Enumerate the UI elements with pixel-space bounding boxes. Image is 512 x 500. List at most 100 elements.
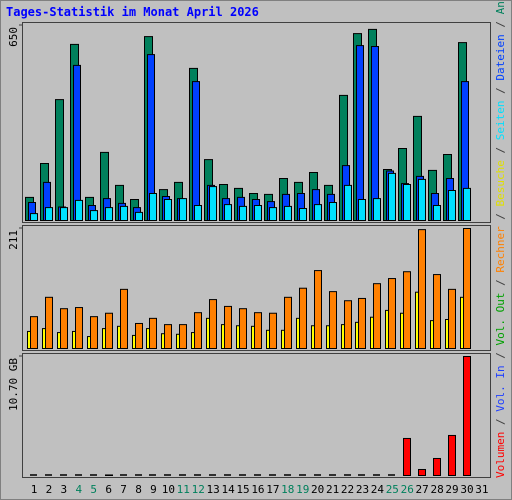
bar — [30, 316, 38, 350]
legend-separator: / — [494, 273, 507, 293]
legend-entry: Dateien — [494, 34, 507, 80]
bar — [463, 356, 471, 476]
x-tick-label: 15 — [236, 483, 249, 496]
bar — [73, 64, 81, 222]
bar — [358, 297, 366, 349]
x-tick-label: 1 — [31, 483, 38, 496]
x-tick-label: 21 — [326, 483, 339, 496]
legend-separator: / — [494, 412, 507, 432]
bar — [194, 205, 202, 221]
x-tick-label: 19 — [296, 483, 309, 496]
bar — [105, 474, 113, 477]
bar — [224, 305, 232, 350]
bar — [418, 229, 426, 349]
bar — [463, 187, 471, 221]
x-tick-label: 5 — [90, 483, 97, 496]
bar — [239, 205, 247, 221]
x-tick-label: 23 — [356, 483, 369, 496]
bar — [135, 211, 143, 221]
bar — [284, 205, 292, 221]
y-tick-label: 211 — [7, 230, 20, 250]
legend-entry: Vol. Out — [494, 293, 507, 346]
bar — [388, 172, 396, 221]
bar — [314, 204, 322, 222]
legend: Volumen / Vol. In / Vol. Out / Rechner /… — [494, 0, 507, 478]
bar — [373, 283, 381, 349]
x-tick-label: 24 — [371, 483, 385, 496]
bar — [269, 312, 277, 350]
bar — [105, 312, 113, 350]
bar — [314, 270, 322, 349]
bar — [75, 199, 83, 221]
bar — [149, 317, 157, 349]
bar — [60, 308, 68, 349]
x-tick-label: 10 — [162, 483, 175, 496]
bar — [358, 199, 366, 221]
bar — [329, 202, 337, 221]
bar — [388, 278, 396, 349]
bar — [448, 190, 456, 221]
legend-entry: Anfragen — [494, 0, 507, 14]
bar — [164, 199, 172, 221]
x-tick-label: 4 — [75, 483, 82, 496]
bar — [55, 99, 64, 221]
x-tick-label: 26 — [401, 483, 414, 496]
bar — [433, 205, 441, 221]
legend-entry: Besuche — [494, 160, 507, 206]
x-tick-label: 16 — [251, 483, 264, 496]
bar — [60, 207, 68, 222]
bar — [344, 184, 352, 221]
chart-title: Tages-Statistik im Monat April 2026 — [6, 5, 259, 19]
x-tick-label: 30 — [460, 483, 473, 496]
bar — [373, 198, 381, 222]
bar — [90, 316, 98, 350]
x-tick-label: 29 — [445, 483, 458, 496]
bar — [371, 46, 379, 221]
bar — [105, 207, 113, 222]
bar — [90, 210, 98, 222]
bar — [75, 307, 83, 349]
bar — [299, 287, 307, 349]
legend-entry: Vol. In — [494, 365, 507, 411]
bar — [239, 308, 247, 349]
panel — [22, 22, 491, 223]
bar — [403, 271, 411, 349]
bar — [433, 274, 441, 349]
bar — [45, 207, 53, 222]
bar — [209, 186, 217, 222]
bar — [179, 198, 187, 222]
bar — [463, 228, 471, 349]
bar — [418, 468, 426, 476]
x-tick-label: 6 — [105, 483, 112, 496]
x-tick-label: 12 — [192, 483, 205, 496]
bar — [448, 434, 456, 476]
bar — [403, 184, 411, 221]
x-tick-label: 11 — [177, 483, 190, 496]
bar — [284, 296, 292, 349]
x-tick-label: 17 — [266, 483, 279, 496]
legend-entry: Volumen — [494, 432, 507, 478]
bar — [269, 207, 277, 222]
bar — [45, 296, 53, 349]
panel — [22, 225, 491, 351]
bar — [356, 45, 364, 221]
bar — [448, 288, 456, 350]
x-tick-label: 7 — [120, 483, 127, 496]
legend-entry: Rechner — [494, 226, 507, 273]
bar — [344, 300, 352, 349]
bar — [194, 312, 202, 350]
bar — [120, 205, 128, 221]
bar — [30, 213, 38, 222]
x-tick-label: 14 — [221, 483, 235, 496]
x-tick-label: 27 — [416, 483, 429, 496]
bar — [329, 291, 337, 349]
bar — [254, 312, 262, 350]
x-tick-label: 25 — [386, 483, 399, 496]
y-tick-label: 650 — [7, 27, 20, 47]
bar — [164, 324, 172, 349]
legend-separator: / — [494, 346, 507, 366]
bar — [299, 208, 307, 221]
x-tick-label: 9 — [150, 483, 157, 496]
